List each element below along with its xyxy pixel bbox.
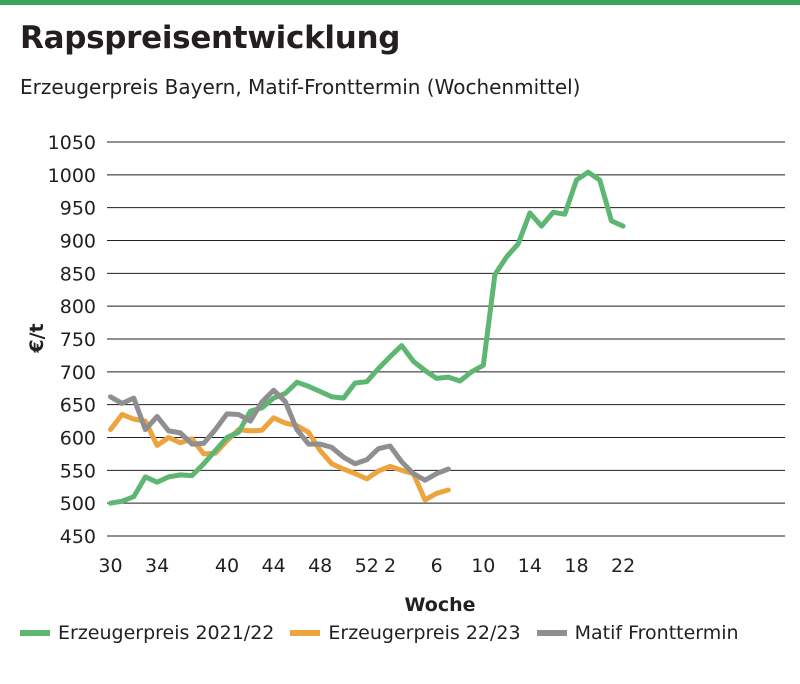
chart-subtitle: Erzeugerpreis Bayern, Matif-Fronttermin … — [20, 75, 581, 99]
y-tick-labels: 450 500 550 600 650 700 750 800 850 900 950 1000 105… — [48, 132, 96, 548]
x-tick-label: 18 — [564, 555, 588, 577]
gridlines — [107, 141, 785, 537]
y-tick-label: 800 — [60, 296, 96, 318]
x-axis-label: Woche — [404, 594, 475, 616]
top-accent-bar — [0, 0, 800, 5]
x-tick-label: 34 — [145, 555, 169, 577]
legend-swatch-matif — [536, 630, 567, 636]
x-tick-label: 48 — [308, 555, 332, 577]
legend-item-matif: Matif Fronttermin — [536, 622, 739, 644]
y-tick-label: 550 — [60, 460, 96, 482]
y-tick-label: 600 — [60, 428, 96, 450]
legend-label: Erzeugerpreis 22/23 — [328, 622, 521, 644]
x-tick-label: 6 — [431, 555, 443, 577]
x-tick-label: 14 — [518, 555, 542, 577]
legend-item-22-23: Erzeugerpreis 22/23 — [290, 622, 521, 644]
x-tick-label: 44 — [262, 555, 286, 577]
y-tick-label: 750 — [60, 329, 96, 351]
y-tick-label: 900 — [60, 231, 96, 253]
y-tick-label: 650 — [60, 395, 96, 417]
x-tick-label: 22 — [611, 555, 635, 577]
x-tick-label: 10 — [471, 555, 495, 577]
series-line-1 — [108, 412, 451, 503]
legend-swatch-22-23 — [290, 630, 321, 636]
y-axis-label: €/t — [26, 323, 48, 353]
y-tick-label: 1000 — [48, 165, 96, 187]
legend-swatch-2021-22 — [20, 630, 50, 636]
x-tick-labels: 30 34 40 44 48 52 2 6 10 14 18 22 — [98, 555, 635, 577]
chart-title: Rapspreisentwicklung — [20, 20, 401, 56]
legend-item-2021-22: Erzeugerpreis 2021/22 — [20, 622, 274, 644]
y-tick-label: 700 — [60, 362, 96, 384]
x-tick-label: 40 — [215, 555, 239, 577]
x-tick-label: 30 — [98, 555, 122, 577]
x-tick-label: 2 — [384, 555, 396, 577]
series-lines — [108, 169, 626, 506]
legend-label: Erzeugerpreis 2021/22 — [58, 622, 275, 644]
y-tick-label: 950 — [60, 198, 96, 220]
y-tick-label: 1050 — [48, 132, 96, 154]
x-tick-label: 52 — [355, 555, 379, 577]
legend-label: Matif Fronttermin — [574, 622, 739, 644]
series-line-0 — [108, 169, 626, 506]
y-tick-label: 500 — [60, 493, 96, 515]
y-tick-label: 450 — [60, 526, 96, 548]
series-line-2 — [108, 387, 451, 483]
y-tick-label: 850 — [60, 263, 96, 285]
legend: Erzeugerpreis 2021/22 Erzeugerpreis 22/2… — [20, 622, 755, 644]
